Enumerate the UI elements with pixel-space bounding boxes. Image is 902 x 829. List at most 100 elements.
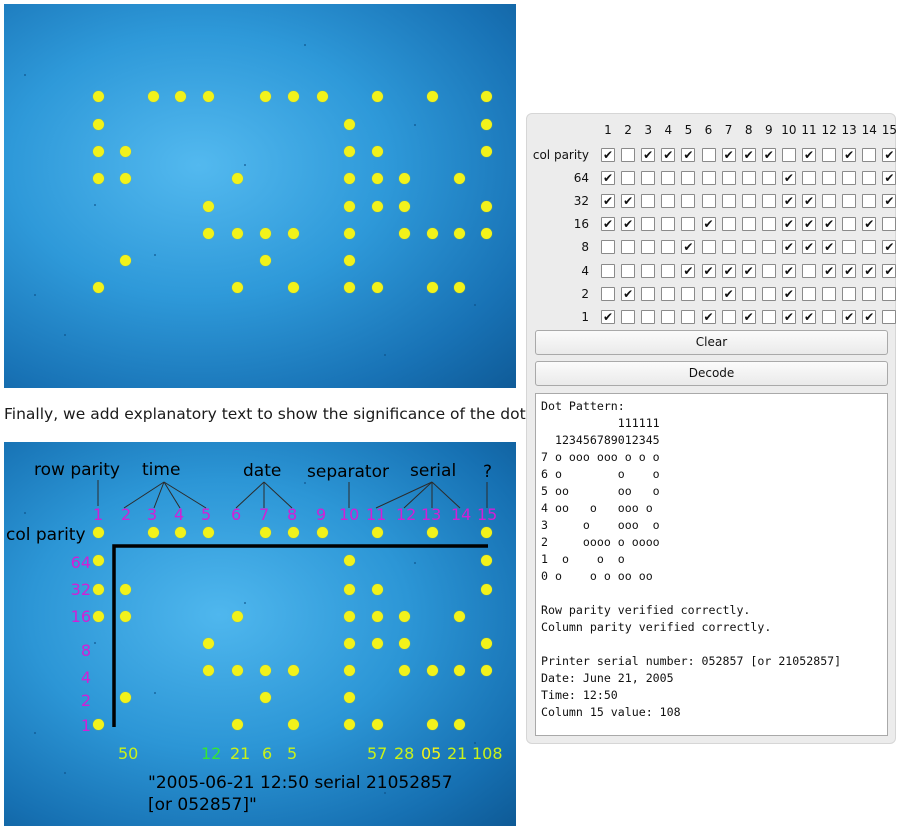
dot-checkbox[interactable] — [641, 263, 656, 278]
dot-checkbox[interactable] — [681, 194, 696, 209]
dot-checkbox[interactable] — [862, 286, 877, 301]
dot-checkbox[interactable]: ✔ — [701, 309, 716, 324]
dot-checkbox[interactable]: ✔ — [781, 217, 796, 232]
dot-checkbox[interactable] — [842, 171, 857, 186]
dot-checkbox[interactable] — [761, 217, 776, 232]
dot-checkbox[interactable]: ✔ — [601, 171, 615, 186]
dot-checkbox[interactable]: ✔ — [621, 286, 636, 301]
dot-checkbox[interactable]: ✔ — [882, 194, 897, 209]
dot-checkbox[interactable] — [661, 240, 676, 255]
dot-checkbox[interactable]: ✔ — [701, 263, 716, 278]
dot-checkbox[interactable] — [641, 194, 656, 209]
dot-checkbox[interactable]: ✔ — [781, 171, 796, 186]
dot-checkbox[interactable] — [681, 309, 696, 324]
dot-checkbox[interactable]: ✔ — [822, 240, 837, 255]
dot-checkbox[interactable] — [661, 263, 676, 278]
dot-checkbox[interactable] — [641, 171, 656, 186]
dot-checkbox[interactable] — [701, 240, 716, 255]
dot-checkbox[interactable] — [641, 286, 656, 301]
dot-checkbox[interactable]: ✔ — [882, 240, 897, 255]
dot-checkbox[interactable] — [761, 286, 776, 301]
dot-checkbox[interactable]: ✔ — [721, 148, 736, 162]
dot-checkbox[interactable] — [601, 286, 615, 301]
dot-checkbox[interactable] — [621, 263, 636, 278]
decode-output-text[interactable]: Dot Pattern: 111111 123456789012345 7 o … — [535, 393, 888, 736]
dot-checkbox[interactable] — [601, 240, 615, 255]
dot-checkbox[interactable] — [781, 148, 796, 162]
dot-checkbox[interactable]: ✔ — [802, 240, 816, 255]
dot-checkbox[interactable]: ✔ — [681, 148, 696, 162]
dot-checkbox[interactable] — [721, 217, 736, 232]
dot-checkbox[interactable]: ✔ — [601, 217, 615, 232]
dot-checkbox[interactable] — [862, 240, 877, 255]
dot-checkbox[interactable] — [721, 309, 736, 324]
dot-checkbox[interactable]: ✔ — [741, 263, 756, 278]
dot-checkbox[interactable] — [661, 171, 676, 186]
dot-checkbox[interactable]: ✔ — [842, 263, 857, 278]
dot-checkbox[interactable]: ✔ — [741, 309, 756, 324]
dot-checkbox[interactable] — [761, 171, 776, 186]
dot-checkbox[interactable] — [842, 217, 857, 232]
dot-checkbox[interactable] — [621, 171, 636, 186]
dot-checkbox[interactable] — [741, 286, 756, 301]
dot-checkbox[interactable] — [661, 194, 676, 209]
dot-checkbox[interactable]: ✔ — [701, 217, 716, 232]
dot-checkbox[interactable] — [862, 171, 877, 186]
dot-checkbox[interactable] — [641, 240, 656, 255]
dot-checkbox[interactable] — [842, 194, 857, 209]
dot-checkbox[interactable] — [822, 171, 837, 186]
dot-checkbox[interactable] — [641, 309, 656, 324]
dot-checkbox[interactable] — [822, 309, 837, 324]
dot-checkbox[interactable]: ✔ — [781, 286, 796, 301]
dot-checkbox[interactable] — [741, 240, 756, 255]
dot-checkbox[interactable]: ✔ — [802, 217, 816, 232]
dot-checkbox[interactable]: ✔ — [601, 148, 615, 162]
dot-checkbox[interactable] — [842, 286, 857, 301]
dot-checkbox[interactable]: ✔ — [741, 148, 756, 162]
dot-checkbox[interactable] — [681, 286, 696, 301]
dot-checkbox[interactable]: ✔ — [721, 286, 736, 301]
dot-checkbox[interactable] — [681, 217, 696, 232]
dot-checkbox[interactable] — [621, 309, 636, 324]
dot-checkbox[interactable]: ✔ — [882, 171, 897, 186]
dot-checkbox[interactable]: ✔ — [781, 309, 796, 324]
dot-checkbox[interactable]: ✔ — [842, 309, 857, 324]
dot-checkbox[interactable] — [802, 171, 816, 186]
dot-checkbox[interactable] — [862, 194, 877, 209]
dot-checkbox[interactable]: ✔ — [781, 240, 796, 255]
dot-checkbox[interactable] — [741, 171, 756, 186]
dot-checkbox[interactable] — [701, 148, 716, 162]
dot-checkbox[interactable] — [621, 240, 636, 255]
dot-checkbox[interactable] — [741, 194, 756, 209]
dot-checkbox[interactable]: ✔ — [661, 148, 676, 162]
dot-checkbox[interactable] — [681, 171, 696, 186]
dot-checkbox[interactable] — [842, 240, 857, 255]
dot-checkbox[interactable] — [621, 148, 636, 162]
dot-checkbox[interactable]: ✔ — [601, 194, 615, 209]
dot-checkbox[interactable] — [761, 194, 776, 209]
dot-checkbox[interactable]: ✔ — [681, 263, 696, 278]
dot-checkbox[interactable]: ✔ — [641, 148, 656, 162]
dot-checkbox[interactable]: ✔ — [781, 263, 796, 278]
dot-checkbox[interactable] — [862, 148, 877, 162]
dot-checkbox[interactable] — [701, 286, 716, 301]
dot-checkbox[interactable]: ✔ — [721, 263, 736, 278]
dot-checkbox[interactable]: ✔ — [882, 263, 897, 278]
clear-button[interactable]: Clear — [535, 330, 888, 355]
dot-checkbox[interactable]: ✔ — [882, 148, 897, 162]
dot-checkbox[interactable] — [882, 217, 897, 232]
decode-button[interactable]: Decode — [535, 361, 888, 386]
dot-checkbox[interactable]: ✔ — [681, 240, 696, 255]
dot-checkbox[interactable]: ✔ — [862, 263, 877, 278]
dot-checkbox[interactable] — [761, 309, 776, 324]
dot-checkbox[interactable] — [661, 217, 676, 232]
dot-checkbox[interactable]: ✔ — [802, 194, 816, 209]
dot-checkbox[interactable] — [661, 309, 676, 324]
dot-checkbox[interactable] — [701, 171, 716, 186]
dot-checkbox[interactable] — [802, 263, 816, 278]
dot-checkbox[interactable]: ✔ — [802, 148, 816, 162]
dot-checkbox[interactable]: ✔ — [822, 263, 837, 278]
dot-checkbox[interactable] — [822, 194, 837, 209]
dot-checkbox[interactable]: ✔ — [862, 309, 877, 324]
dot-checkbox[interactable]: ✔ — [621, 217, 636, 232]
